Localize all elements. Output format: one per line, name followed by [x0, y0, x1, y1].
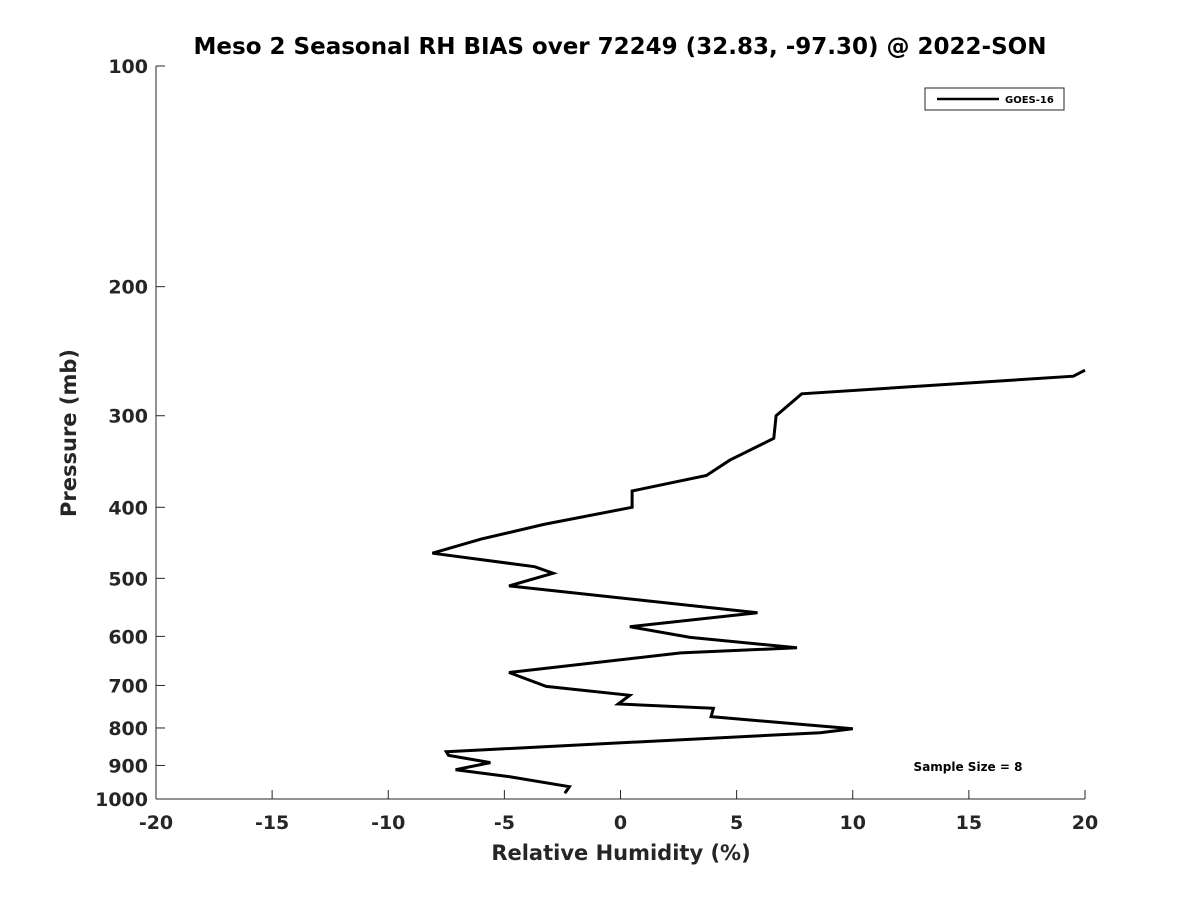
x-tick-label: 10 — [840, 812, 866, 834]
chart-title: Meso 2 Seasonal RH BIAS over 72249 (32.8… — [194, 34, 1047, 60]
y-axis: 100 200 300 400 500 600 700 800 900 1000 — [95, 56, 165, 811]
x-tick-label: -10 — [371, 812, 405, 834]
legend-label-goes-16: GOES-16 — [1005, 95, 1054, 106]
series-line-goes-16 — [431, 368, 1086, 795]
x-tick-label: 15 — [956, 812, 982, 834]
series-layer — [431, 368, 1086, 795]
x-tick-label: -5 — [494, 812, 515, 834]
y-tick-label: 200 — [108, 277, 148, 299]
x-tick-label: 20 — [1072, 812, 1098, 834]
y-tick-label: 300 — [108, 406, 148, 428]
y-tick-label: 900 — [108, 755, 148, 777]
x-axis-label: Relative Humidity (%) — [491, 841, 750, 865]
y-tick-label: 600 — [108, 626, 148, 648]
y-tick-label: 400 — [108, 497, 148, 519]
y-tick-label: 800 — [108, 718, 148, 740]
y-tick-label: 700 — [108, 675, 148, 697]
x-tick-label: -20 — [139, 812, 173, 834]
y-tick-label: 1000 — [95, 789, 148, 811]
plot-frame — [155, 66, 1085, 800]
x-tick-label: 0 — [614, 812, 627, 834]
y-axis-label: Pressure (mb) — [57, 349, 81, 517]
x-tick-label: 5 — [730, 812, 743, 834]
x-axis: -20 -15 -10 -5 0 5 10 15 20 — [139, 790, 1098, 834]
y-tick-label: 500 — [108, 568, 148, 590]
y-tick-label: 100 — [108, 56, 148, 78]
legend: GOES-16 — [924, 87, 1065, 111]
sample-size-annotation: Sample Size = 8 — [914, 760, 1023, 774]
x-tick-label: -15 — [255, 812, 289, 834]
